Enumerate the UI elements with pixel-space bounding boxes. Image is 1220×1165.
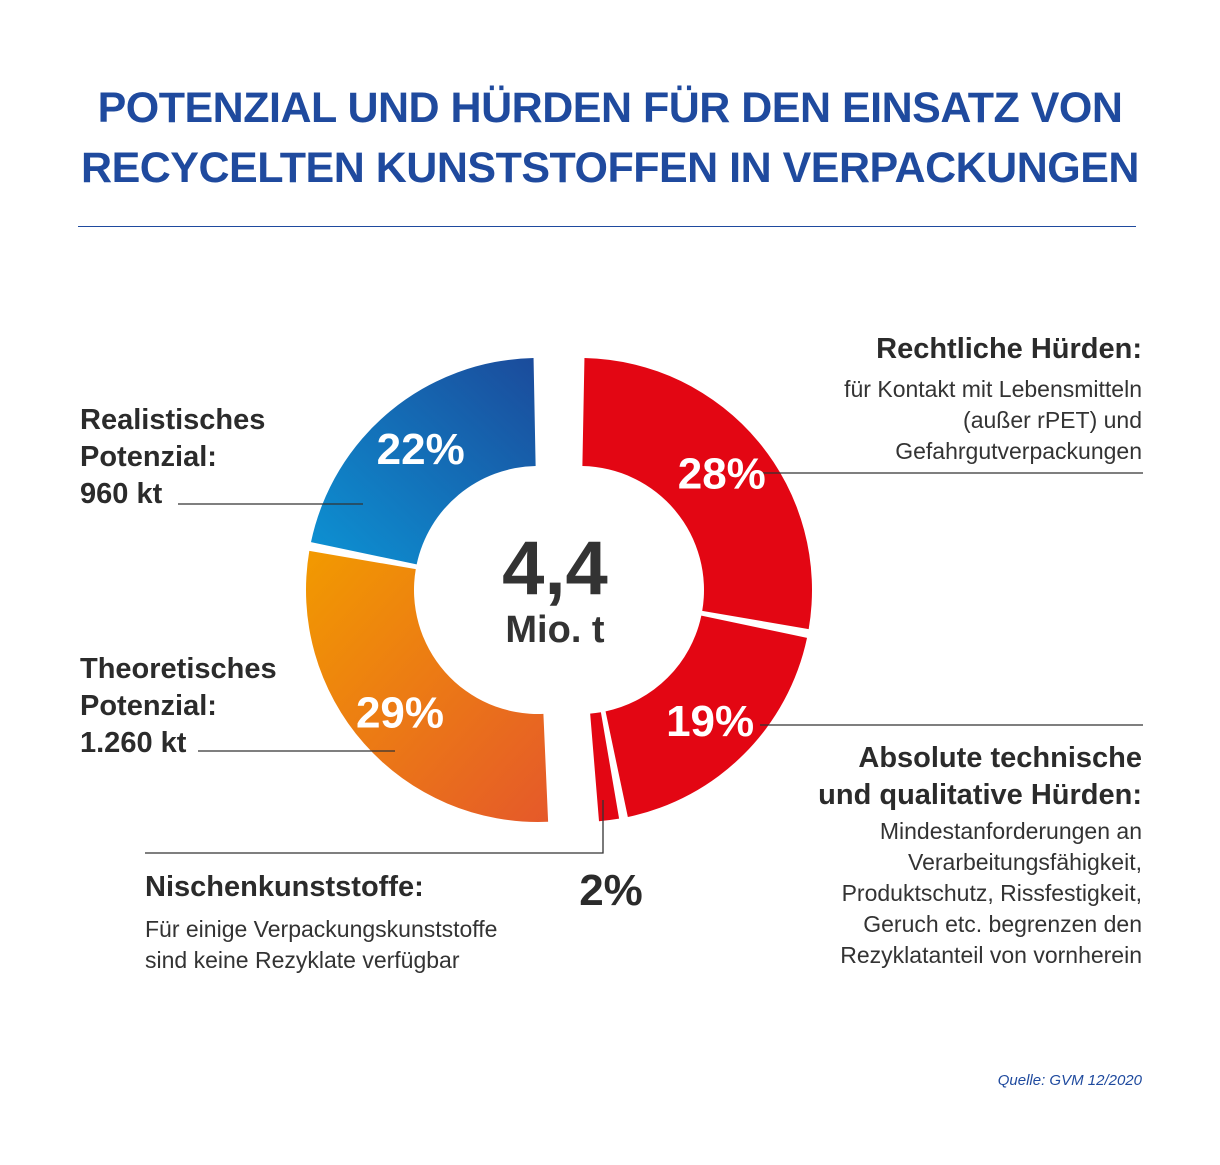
text-absolut-2: Verarbeitungsfähigkeit, [908,849,1142,875]
text-realistisch-1: Realistisches [80,404,266,436]
label-rechtliche-huerden: Rechtliche Hürden: für Kontakt mit Leben… [844,331,1142,467]
text-absolut-4: Geruch etc. begrenzen den [863,911,1142,937]
title-divider [78,226,1136,227]
leader-nische [145,800,604,854]
slice-realistisches-potenzial [310,358,536,565]
label-absolute-huerden: Absolute technische und qualitative Hürd… [818,740,1142,971]
slice-nischenkunststoffe [590,712,620,822]
text-theoretisch-3: 1.260 kt [80,727,187,759]
slice-rechtliche-huerden [582,358,812,630]
source-note: Quelle: GVM 12/2020 [997,1072,1142,1089]
pct-label-2: 19% [666,697,754,746]
text-theoretisch-2: Potenzial: [80,690,217,722]
heading-nische: Nischenkunststoffe: [145,871,424,903]
center-unit: Mio. t [505,609,605,651]
text-absolut-5: Rezyklatanteil von vornherein [840,942,1142,968]
text-nische-1: Für einige Verpackungskunststoffe [145,916,498,942]
pct-label-3: 2% [579,866,643,915]
center-value: 4,4 [502,526,608,611]
text-absolut-3: Produktschutz, Rissfestigkeit, [841,880,1142,906]
heading-rechtlich: Rechtliche Hürden: [876,333,1142,365]
text-rechtlich-2: (außer rPET) und [963,407,1142,433]
text-theoretisch-1: Theoretisches [80,653,277,685]
text-realistisch-2: Potenzial: [80,441,217,473]
label-theoretisches-potenzial: Theoretisches Potenzial: 1.260 kt [80,651,277,762]
text-rechtlich-1: für Kontakt mit Lebensmitteln [844,376,1142,402]
heading-absolut-1: Absolute technische [858,742,1142,774]
text-realistisch-3: 960 kt [80,478,163,510]
text-absolut-1: Mindestanforderungen an [879,818,1142,844]
label-realistisches-potenzial: Realistisches Potenzial: 960 kt [80,402,265,513]
pct-label-1: 28% [678,450,766,499]
slice-theoretisches-potenzial [306,550,549,822]
heading-absolut-2: und qualitative Hürden: [818,779,1142,811]
pct-label-4: 29% [356,689,444,738]
text-nische-2: sind keine Rezyklate verfügbar [145,947,460,973]
title-line-2: RECYCELTEN KUNSTSTOFFEN IN VERPACKUNGEN [81,144,1139,192]
pct-label-5: 22% [377,425,465,474]
label-nischenkunststoffe: Nischenkunststoffe: Für einige Verpackun… [145,869,497,976]
slice-absolute-huerden [605,615,808,818]
text-rechtlich-3: Gefahrgutverpackungen [895,438,1142,464]
chart-title: POTENZIAL UND HÜRDEN FÜR DEN EINSATZ VON… [0,78,1220,198]
title-line-1: POTENZIAL UND HÜRDEN FÜR DEN EINSATZ VON [97,84,1123,132]
